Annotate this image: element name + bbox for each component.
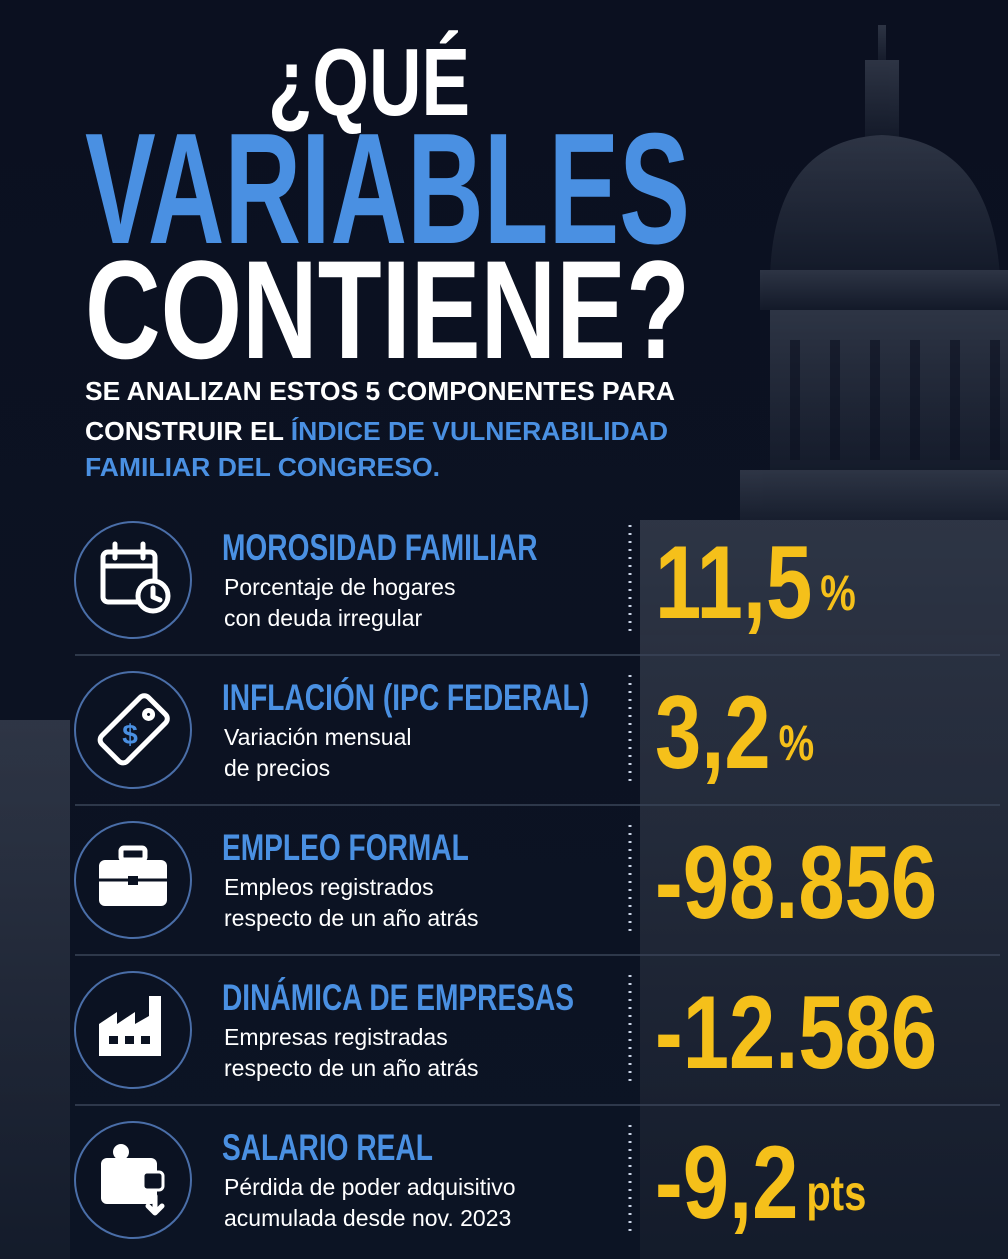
icon-price-tag: $ [74, 671, 192, 789]
item-value: -12.586 [655, 974, 937, 1090]
subtitle-text: CONSTRUIR EL [85, 416, 291, 446]
item-description: con deuda irregular [224, 605, 423, 631]
item-title: EMPLEO FORMAL [222, 826, 469, 868]
icon-briefcase [74, 821, 192, 939]
item-value-group: 3,2 [655, 674, 771, 790]
icon-calendar [74, 521, 192, 639]
icon-glyph: $ [122, 719, 138, 750]
item-value-group: -12.586 [655, 974, 937, 1090]
item-unit: % [820, 565, 856, 621]
item-title-group: EMPLEO FORMAL [222, 826, 469, 868]
item-unit-group: pts [806, 1165, 866, 1221]
item-title: SALARIO REAL [222, 1126, 433, 1168]
subtitle-line: CONSTRUIR EL ÍNDICE DE VULNERABILIDAD [85, 416, 668, 446]
item-value: -9,2 [655, 1124, 798, 1240]
item-value: 11,5 [655, 524, 812, 640]
item-title-group: INFLACIÓN (IPC FEDERAL) [222, 676, 589, 718]
item-title: INFLACIÓN (IPC FEDERAL) [222, 676, 589, 718]
item-description: respecto de un año atrás [224, 1055, 478, 1081]
item-description: Empleos registrados [224, 874, 434, 900]
subtitle-line: SE ANALIZAN ESTOS 5 COMPONENTES PARA [85, 376, 675, 406]
title-highlight: VARIABLES [85, 101, 690, 277]
item-title-group: DINÁMICA DE EMPRESAS [222, 976, 574, 1018]
item-title: MOROSIDAD FAMILIAR [222, 526, 538, 568]
item-description: Porcentaje de hogares [224, 574, 455, 600]
subtitle-highlight: FAMILIAR DEL CONGRESO. [85, 452, 440, 482]
icon-factory [74, 971, 192, 1089]
item-title-group: MOROSIDAD FAMILIAR [222, 526, 538, 568]
icon-wallet [74, 1121, 192, 1239]
item-unit-group: % [779, 715, 815, 771]
title-line: ¿QUÉ [268, 29, 470, 136]
item-value-group: -98.856 [655, 824, 937, 940]
item-unit-group: % [820, 565, 856, 621]
item-description: respecto de un año atrás [224, 905, 478, 931]
item-title: DINÁMICA DE EMPRESAS [222, 976, 574, 1018]
item-value: -98.856 [655, 824, 937, 940]
item-description: Empresas registradas [224, 1024, 448, 1050]
subtitle-highlight: ÍNDICE DE VULNERABILIDAD [291, 416, 668, 446]
subtitle-line: FAMILIAR DEL CONGRESO. [85, 452, 440, 482]
item-title-group: SALARIO REAL [222, 1126, 433, 1168]
item-description: Variación mensual [224, 724, 412, 750]
item-unit: pts [806, 1165, 866, 1221]
item-value-group: 11,5 [655, 524, 812, 640]
building-columns [790, 340, 1000, 460]
subtitle-text: SE ANALIZAN ESTOS 5 COMPONENTES PARA [85, 376, 675, 406]
item-value: 3,2 [655, 674, 771, 790]
item-description: de precios [224, 755, 330, 781]
item-description: acumulada desde nov. 2023 [224, 1205, 511, 1231]
building-silhouette [0, 25, 1008, 1259]
title-line: CONTIENE? [85, 231, 690, 388]
item-value-group: -9,2 [655, 1124, 798, 1240]
item-unit: % [779, 715, 815, 771]
item-description: Pérdida de poder adquisitivo [224, 1174, 516, 1200]
